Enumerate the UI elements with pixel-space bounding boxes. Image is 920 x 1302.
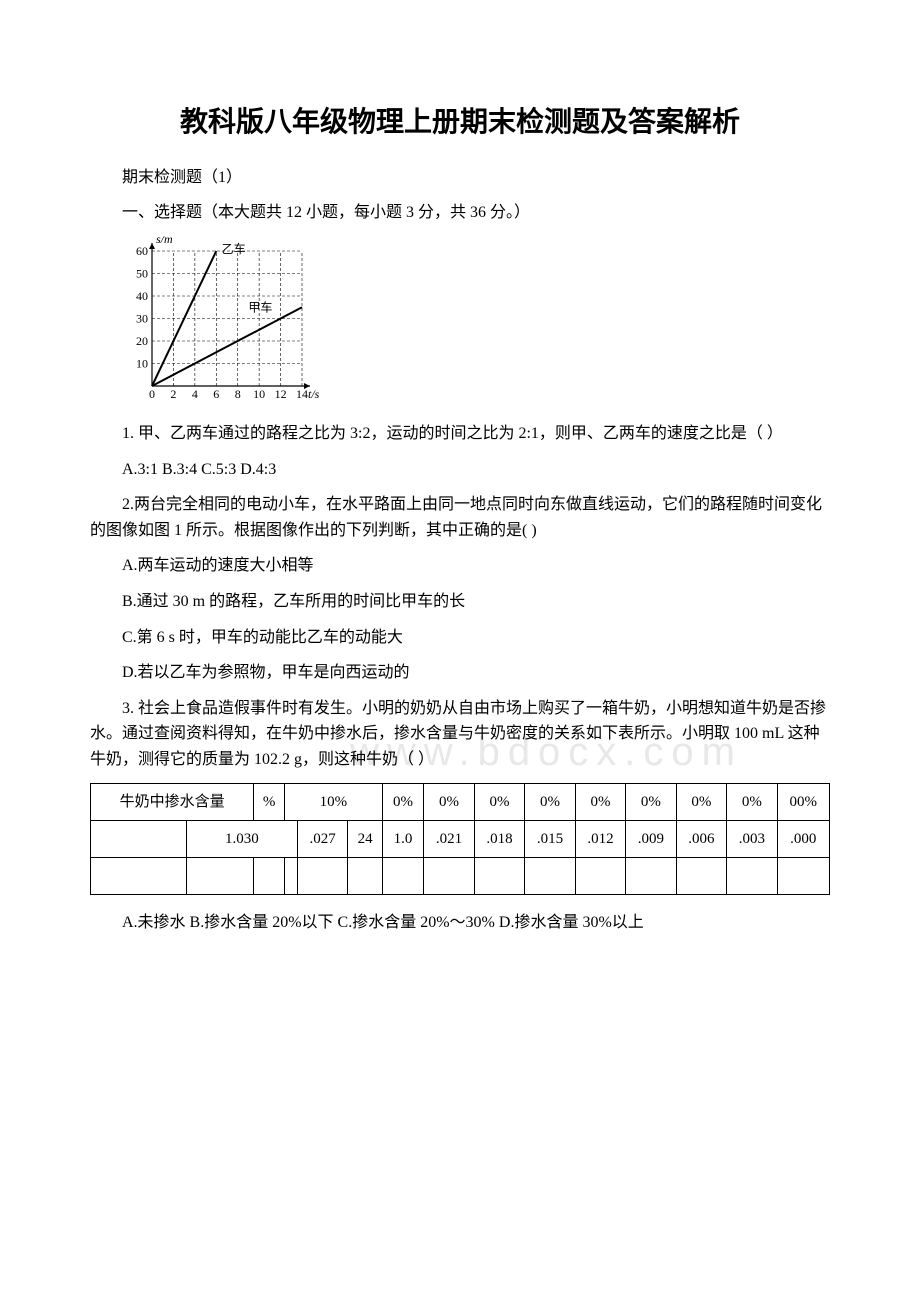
table-cell: .006 (676, 820, 726, 857)
table-cell: 0% (474, 783, 524, 820)
svg-text:10: 10 (253, 387, 265, 401)
q1-options: A.3:1 B.3:4 C.5:3 D.4:3 (90, 457, 830, 483)
svg-text:s/m: s/m (156, 236, 173, 246)
svg-text:60: 60 (136, 244, 148, 258)
table-row (91, 857, 830, 894)
table-cell: 0% (676, 783, 726, 820)
table-cell (254, 857, 285, 894)
subtitle: 期末检测题（1） (90, 165, 830, 191)
table-cell: 0% (382, 783, 424, 820)
svg-text:乙车: 乙车 (222, 241, 246, 256)
table-cell: 24 (348, 820, 382, 857)
svg-text:30: 30 (136, 311, 148, 325)
table-cell: 0% (727, 783, 777, 820)
table-cell: 0% (424, 783, 474, 820)
table-cell (91, 820, 187, 857)
table-cell: .009 (626, 820, 676, 857)
table-cell: 00% (777, 783, 829, 820)
table-cell (676, 857, 726, 894)
table-cell (626, 857, 676, 894)
q3-stem: 3. 社会上食品造假事件时有发生。小明的奶奶从自由市场上购买了一箱牛奶，小明想知… (90, 696, 830, 773)
table-cell: .012 (575, 820, 625, 857)
table-cell: .021 (424, 820, 474, 857)
q2-optB: B.通过 30 m 的路程，乙车所用的时间比甲车的长 (90, 589, 830, 615)
table-cell (285, 857, 298, 894)
svg-text:t/s: t/s (308, 387, 320, 401)
svg-text:0: 0 (149, 387, 155, 401)
table-cell (91, 857, 187, 894)
table-cell: 0% (525, 783, 575, 820)
svg-text:40: 40 (136, 289, 148, 303)
table-cell-label: 牛奶中掺水含量 (91, 783, 254, 820)
table-cell (525, 857, 575, 894)
table-cell: 0% (626, 783, 676, 820)
table-cell (575, 857, 625, 894)
q2-optD: D.若以乙车为参照物，甲车是向西运动的 (90, 660, 830, 686)
table-cell (348, 857, 382, 894)
svg-text:4: 4 (192, 387, 198, 401)
q3-options: A.未掺水 B.掺水含量 20%以下 C.掺水含量 20%～30% D.掺水含量… (90, 910, 830, 936)
distance-time-chart: 0 2 4 6 8 10 12 14 10 20 30 40 50 60 t/s s/m 乙车甲车 (122, 236, 322, 406)
svg-text:6: 6 (213, 387, 219, 401)
table-cell: 1.0 (382, 820, 424, 857)
q2-stem: 2.两台完全相同的电动小车，在水平路面上由同一地点同时向东做直线运动，它们的路程… (90, 492, 830, 543)
table-row: 牛奶中掺水含量 % 10% 0% 0% 0% 0% 0% 0% 0% 0% 00… (91, 783, 830, 820)
table-cell (727, 857, 777, 894)
svg-text:12: 12 (275, 387, 287, 401)
q2-optC: C.第 6 s 时，甲车的动能比乙车的动能大 (90, 625, 830, 651)
table-cell: .015 (525, 820, 575, 857)
svg-text:14: 14 (296, 387, 308, 401)
svg-text:20: 20 (136, 334, 148, 348)
table-cell: 10% (285, 783, 383, 820)
table-row: 1.030 .027 24 1.0 .021 .018 .015 .012 .0… (91, 820, 830, 857)
svg-text:8: 8 (235, 387, 241, 401)
svg-text:50: 50 (136, 266, 148, 280)
section-heading: 一、选择题（本大题共 12 小题，每小题 3 分，共 36 分。） (90, 200, 830, 226)
svg-text:2: 2 (170, 387, 176, 401)
table-cell: .027 (297, 820, 347, 857)
svg-text:甲车: 甲车 (248, 299, 272, 314)
table-cell: 0% (575, 783, 625, 820)
table-cell: .003 (727, 820, 777, 857)
chart-figure-1: 0 2 4 6 8 10 12 14 10 20 30 40 50 60 t/s s/m 乙车甲车 (122, 236, 830, 406)
table-cell: .018 (474, 820, 524, 857)
svg-text:10: 10 (136, 356, 148, 370)
table-cell (424, 857, 474, 894)
table-cell (297, 857, 347, 894)
q1-stem: 1. 甲、乙两车通过的路程之比为 3:2，运动的时间之比为 2:1，则甲、乙两车… (90, 421, 830, 447)
table-cell (474, 857, 524, 894)
page-title: 教科版八年级物理上册期末检测题及答案解析 (90, 100, 830, 145)
q2-optA: A.两车运动的速度大小相等 (90, 553, 830, 579)
table-cell: .000 (777, 820, 829, 857)
table-cell (777, 857, 829, 894)
table-cell: 1.030 (186, 820, 297, 857)
table-cell (186, 857, 254, 894)
milk-density-table: 牛奶中掺水含量 % 10% 0% 0% 0% 0% 0% 0% 0% 0% 00… (90, 783, 830, 895)
table-cell (382, 857, 424, 894)
table-cell: % (254, 783, 285, 820)
